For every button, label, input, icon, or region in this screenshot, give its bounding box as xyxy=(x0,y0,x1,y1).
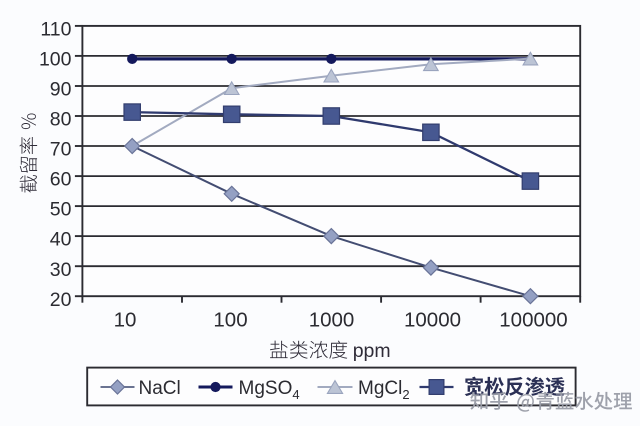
svg-text:80: 80 xyxy=(50,109,72,131)
svg-text:70: 70 xyxy=(50,139,72,161)
svg-text:110: 110 xyxy=(40,19,71,41)
svg-text:50: 50 xyxy=(50,199,72,221)
svg-text:90: 90 xyxy=(50,79,72,101)
svg-text:MgCl2: MgCl2 xyxy=(358,378,410,402)
svg-text:40: 40 xyxy=(50,229,72,251)
svg-text:100: 100 xyxy=(39,49,72,71)
svg-text:100000: 100000 xyxy=(499,309,567,332)
svg-text:10000: 10000 xyxy=(404,309,461,332)
svg-text:30: 30 xyxy=(50,259,72,281)
svg-text:20: 20 xyxy=(50,289,72,311)
svg-text:10: 10 xyxy=(114,309,137,332)
svg-text:MgSO4: MgSO4 xyxy=(239,378,300,402)
svg-text:1000: 1000 xyxy=(309,309,355,332)
svg-text:ppm: ppm xyxy=(353,340,391,362)
svg-text:100: 100 xyxy=(213,309,247,332)
svg-text:60: 60 xyxy=(50,169,72,191)
svg-text:NaCl: NaCl xyxy=(139,378,181,399)
